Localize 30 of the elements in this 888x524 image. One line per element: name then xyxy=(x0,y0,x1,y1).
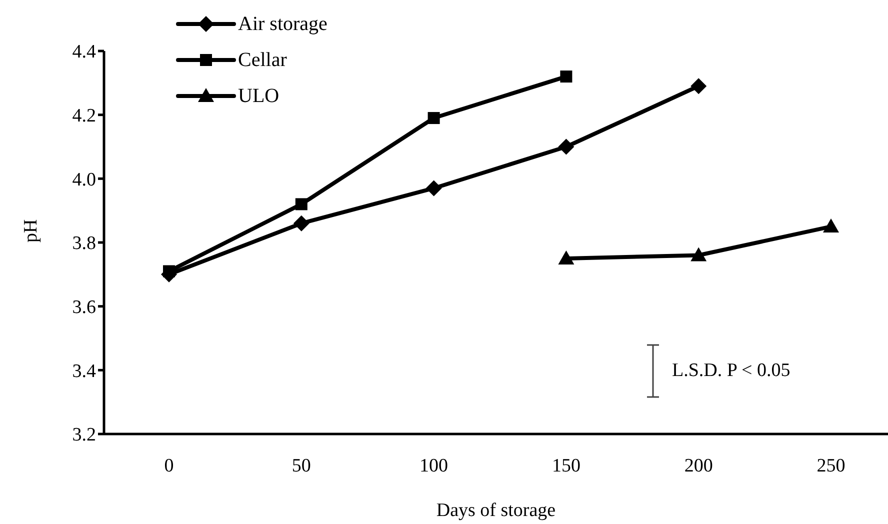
point xyxy=(823,218,839,233)
y-axis-title: pH xyxy=(20,219,42,242)
point xyxy=(558,138,574,155)
y-tick-label: 3.4 xyxy=(72,360,96,382)
point xyxy=(428,112,440,124)
legend-label: Cellar xyxy=(238,48,287,72)
x-tick-label: 0 xyxy=(164,455,174,476)
point xyxy=(163,265,175,278)
annotation: L.S.D. P < 0.05 xyxy=(672,360,790,382)
point xyxy=(558,250,574,264)
x-axis-title: Days of storage xyxy=(436,500,556,521)
x-tick-label: 50 xyxy=(292,455,311,476)
point xyxy=(560,70,572,83)
y-tick-label: 4.2 xyxy=(72,106,96,127)
y-tick-label: 4.4 xyxy=(72,42,96,63)
y-tick-label: 3.2 xyxy=(72,424,96,446)
x-tick-label: 200 xyxy=(684,455,713,476)
legend-label: ULO xyxy=(238,84,280,108)
x-tick-label: 250 xyxy=(816,455,846,476)
y-tick-label: 4.0 xyxy=(72,169,96,190)
y-tick-label: 3.8 xyxy=(72,233,96,254)
x-tick-label: 100 xyxy=(420,455,448,476)
y-tick-label: 3.6 xyxy=(72,297,96,318)
x-tick-label: 150 xyxy=(552,455,580,476)
point xyxy=(426,180,442,196)
point xyxy=(690,247,707,262)
point xyxy=(690,78,707,94)
legend-label: Air storage xyxy=(238,12,328,36)
point xyxy=(295,198,308,210)
point xyxy=(293,215,310,232)
